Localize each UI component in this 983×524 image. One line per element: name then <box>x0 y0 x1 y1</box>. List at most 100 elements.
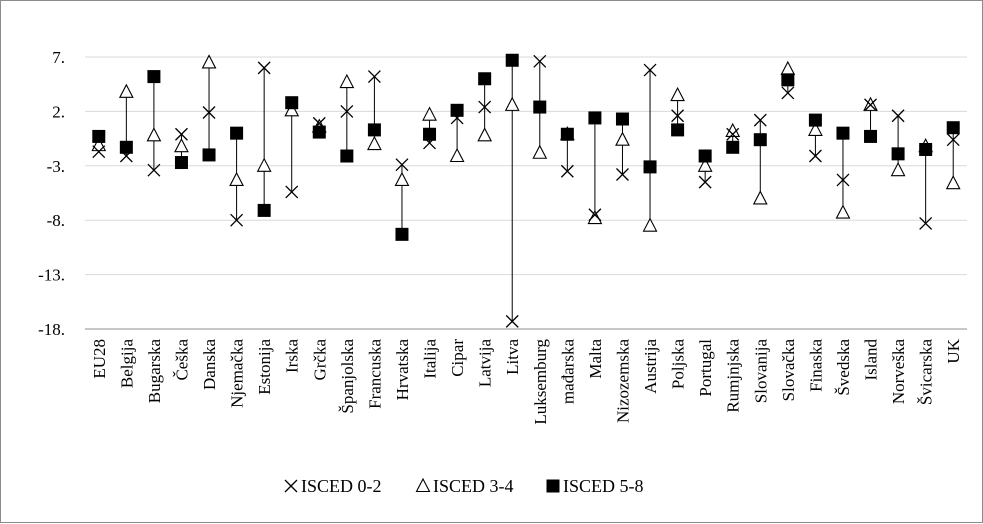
data-point-triangle <box>118 83 134 98</box>
data-point-x <box>753 113 767 127</box>
data-point-triangle <box>670 86 685 102</box>
data-point-triangle <box>422 106 437 121</box>
data-point-triangle <box>146 127 162 142</box>
data-point-x <box>285 185 299 199</box>
x-tick-label: Grčka <box>310 339 329 381</box>
data-point-triangle <box>752 190 768 205</box>
data-point-triangle <box>449 147 465 163</box>
x-tick-label: UK <box>944 338 963 363</box>
x-tick-label: Litva <box>503 339 522 375</box>
x-tick-label: Malta <box>586 339 605 379</box>
data-point-x <box>946 133 960 147</box>
x-tick-label: Nizozemska <box>613 339 632 423</box>
data-point-triangle <box>394 171 410 186</box>
x-tick-label: Rumjnjska <box>724 339 743 413</box>
data-point-triangle <box>532 144 548 159</box>
data-point-triangle <box>284 102 300 117</box>
data-point-x <box>92 145 106 159</box>
data-point-square <box>450 103 464 117</box>
data-point-triangle <box>697 157 713 172</box>
data-point-square <box>891 147 905 161</box>
y-tick-label: 2. <box>52 102 65 121</box>
data-point-square <box>615 112 629 126</box>
x-tick-label: Irska <box>283 339 302 373</box>
data-point-square <box>367 123 381 137</box>
data-point-triangle <box>477 127 493 142</box>
x-tick-label: Italija <box>421 339 440 379</box>
data-point-square <box>533 100 547 114</box>
data-point-x <box>781 86 795 100</box>
legend-marker-x <box>284 479 298 493</box>
data-point-x <box>505 314 519 328</box>
data-point-x <box>616 168 629 181</box>
data-point-x <box>257 61 271 75</box>
gridlines <box>85 56 967 276</box>
data-point-triangle <box>367 135 382 151</box>
data-point-triangle <box>174 138 189 153</box>
data-point-triangle <box>780 60 796 76</box>
legend-label: ISCED 5-8 <box>563 476 644 496</box>
data-point-x <box>560 164 574 178</box>
data-point-square <box>312 125 326 139</box>
x-tick-label: Slovačka <box>779 339 798 402</box>
data-point-triangle <box>808 121 823 136</box>
x-axis-tick-labels: EU28 Belgija Bugarska Češka Danska Njemačka Es… <box>90 338 963 424</box>
data-point-triangle <box>642 217 658 232</box>
data-point-square <box>808 113 822 127</box>
data-point-x <box>726 127 740 141</box>
data-point-square <box>753 133 767 147</box>
x-tick-label: Island <box>862 339 881 381</box>
x-tick-label: Austrija <box>641 339 660 394</box>
data-point-square <box>505 53 519 67</box>
data-point-square <box>340 149 354 163</box>
data-point-x <box>588 208 602 222</box>
data-point-square <box>147 70 161 84</box>
data-markers <box>91 53 961 328</box>
x-tick-label: Španjolska <box>338 339 357 414</box>
range-connectors <box>98 60 954 322</box>
data-point-square <box>478 72 492 86</box>
x-tick-label: Finaska <box>806 339 825 392</box>
data-point-square <box>257 203 271 217</box>
x-tick-label: Cipar <box>448 339 467 377</box>
x-tick-label: Latvija <box>476 339 495 388</box>
data-point-square <box>864 129 878 143</box>
x-tick-label: Luksemburg <box>531 339 550 425</box>
data-point-square <box>119 140 133 154</box>
x-tick-label: Bugarska <box>145 339 164 404</box>
x-tick-label: Francuska <box>365 339 384 409</box>
x-tick-label: Poljska <box>669 339 688 390</box>
data-point-square <box>698 149 712 163</box>
data-point-x <box>230 213 244 227</box>
data-point-square <box>423 127 437 141</box>
x-tick-label: Belgija <box>117 339 136 389</box>
data-point-square <box>285 96 299 110</box>
data-point-x <box>367 70 381 84</box>
data-point-x <box>919 217 933 230</box>
y-tick-label: -3. <box>47 157 65 176</box>
x-tick-label: Švicarska <box>917 339 936 406</box>
data-point-x <box>836 173 850 187</box>
y-tick-label: -13. <box>38 266 65 285</box>
x-tick-label: Njemačka <box>228 339 247 408</box>
x-tick-label: Danska <box>200 339 219 390</box>
data-point-triangle <box>587 209 603 225</box>
x-tick-label: Norveška <box>889 339 908 405</box>
legend-marker-triangle <box>415 477 431 493</box>
data-point-triangle <box>339 73 355 89</box>
data-point-x <box>891 109 905 123</box>
legend-label: ISCED 0-2 <box>301 476 382 496</box>
data-point-square <box>202 148 216 162</box>
x-tick-label: mađarska <box>558 339 577 405</box>
data-point-square <box>92 129 106 143</box>
data-point-triangle <box>945 175 961 190</box>
y-tick-label: 7. <box>52 48 65 67</box>
data-point-x <box>175 127 188 141</box>
data-point-square <box>230 126 244 140</box>
data-point-triangle <box>835 204 851 219</box>
data-point-square <box>946 121 960 135</box>
x-tick-label: Slovanija <box>751 339 770 404</box>
x-tick-label: Hrvatska <box>393 339 412 401</box>
data-point-square <box>919 142 933 156</box>
